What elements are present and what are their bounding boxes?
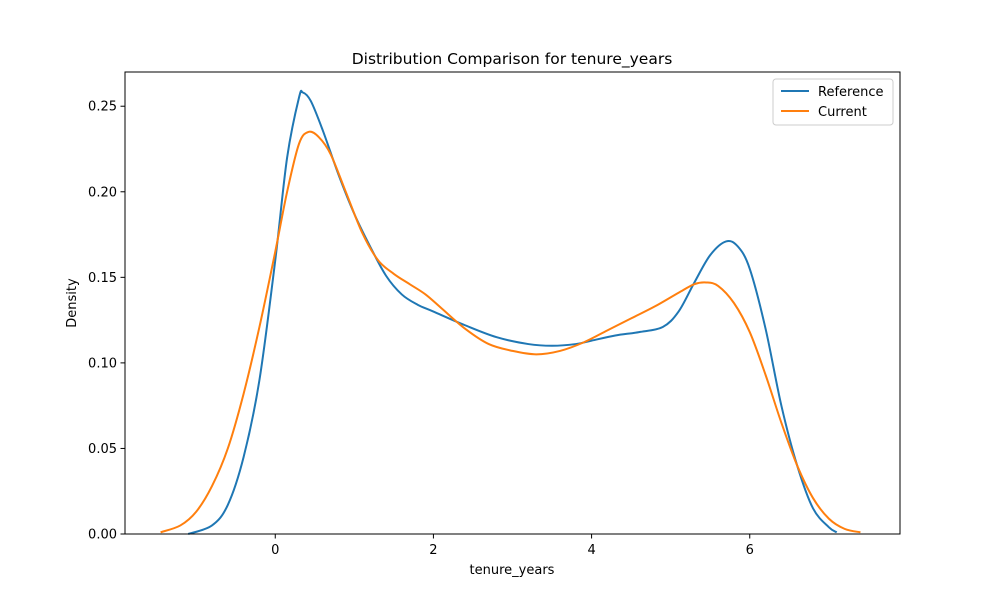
y-tick-label: 0.05: [88, 442, 117, 457]
legend-label-reference: Reference: [818, 85, 883, 100]
chart-title: Distribution Comparison for tenure_years: [352, 50, 673, 69]
legend-label-current: Current: [818, 105, 867, 120]
x-axis-label: tenure_years: [470, 563, 555, 578]
x-tick-label: 0: [271, 543, 279, 558]
series-line-reference: [187, 89, 838, 535]
y-tick-label: 0.00: [88, 528, 117, 543]
y-tick-label: 0.25: [88, 100, 117, 115]
y-tick-label: 0.15: [88, 271, 117, 286]
y-tick-label: 0.20: [88, 185, 117, 200]
x-tick-label: 6: [746, 543, 754, 558]
legend: Reference Current: [772, 78, 894, 126]
x-axis: 0 2 4 6: [271, 534, 754, 558]
plot-frame: [124, 71, 901, 535]
series-lines: [160, 89, 861, 535]
y-tick-label: 0.10: [88, 356, 117, 371]
y-axis-label: Density: [65, 278, 80, 328]
x-tick-label: 4: [587, 543, 595, 558]
y-axis: 0.00 0.05 0.10 0.15 0.20 0.25: [88, 100, 125, 543]
series-line-current: [160, 130, 861, 534]
x-tick-label: 2: [429, 543, 437, 558]
plot-area: [125, 72, 900, 534]
